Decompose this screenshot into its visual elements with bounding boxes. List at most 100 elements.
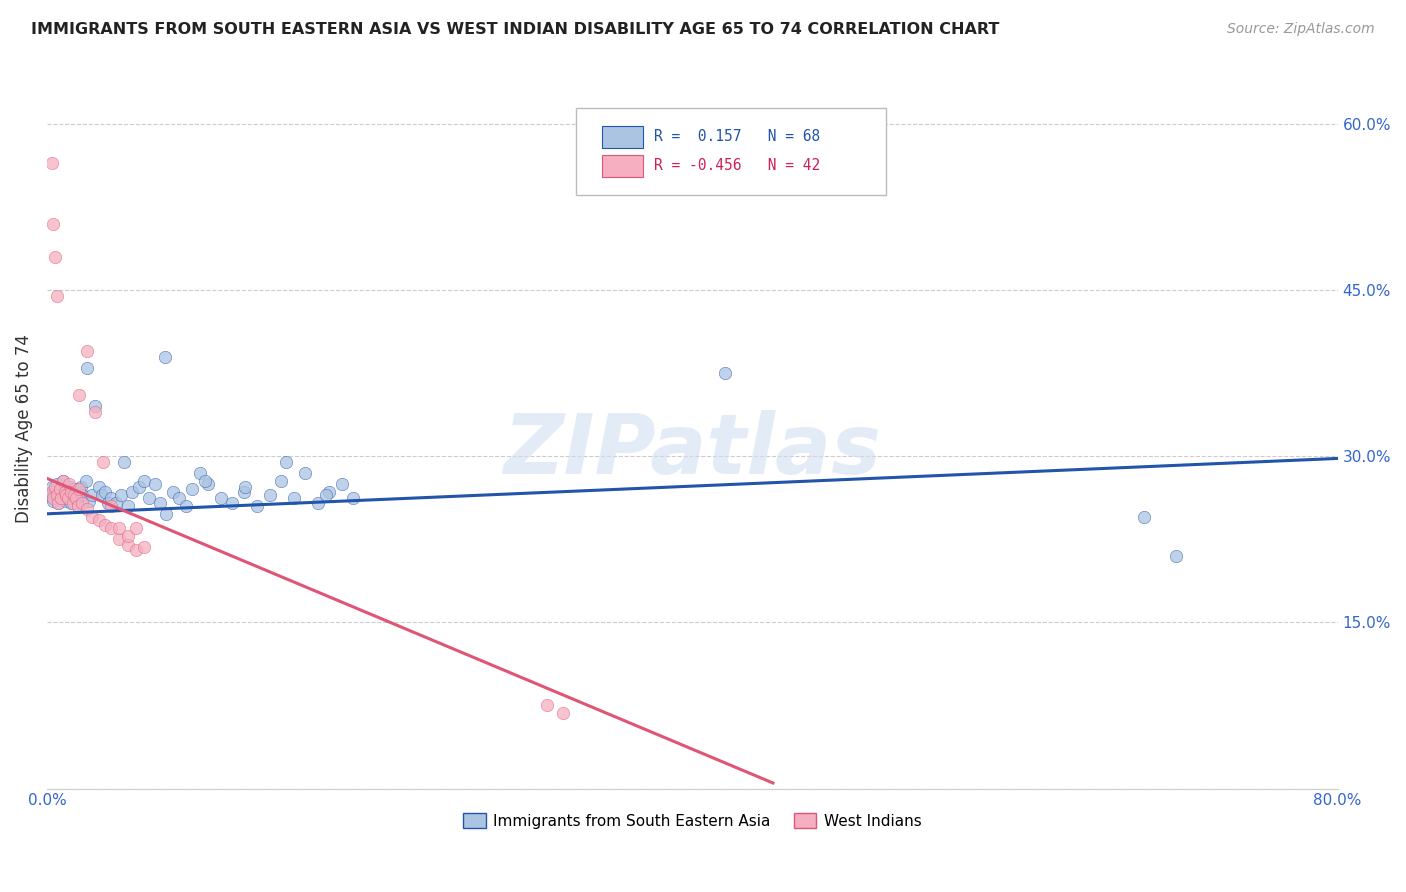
Point xyxy=(97,496,120,510)
Point xyxy=(62,488,84,502)
Point xyxy=(76,343,98,358)
Point xyxy=(1166,549,1188,563)
Point xyxy=(174,499,197,513)
Point xyxy=(80,488,103,502)
Point xyxy=(181,483,204,497)
Point xyxy=(259,488,281,502)
Point xyxy=(52,474,75,488)
Point xyxy=(41,480,63,494)
Point xyxy=(51,491,73,506)
Point xyxy=(93,455,115,469)
Point xyxy=(149,496,172,510)
Point xyxy=(49,483,72,497)
Point xyxy=(66,499,89,513)
Point xyxy=(65,491,87,506)
Point xyxy=(274,455,297,469)
Point xyxy=(63,483,86,497)
Point xyxy=(42,217,65,231)
Point xyxy=(45,488,67,502)
Point xyxy=(39,488,62,502)
Legend: Immigrants from South Eastern Asia, West Indians: Immigrants from South Eastern Asia, West… xyxy=(457,806,928,835)
Point xyxy=(233,480,256,494)
Point xyxy=(155,507,177,521)
Point xyxy=(143,476,166,491)
Point xyxy=(94,517,117,532)
Point xyxy=(58,476,80,491)
Point xyxy=(72,496,94,510)
Point xyxy=(132,474,155,488)
Point xyxy=(318,484,340,499)
Text: ZIPatlas: ZIPatlas xyxy=(503,409,882,491)
Point xyxy=(124,521,146,535)
Point xyxy=(44,250,66,264)
Point xyxy=(66,499,89,513)
Point xyxy=(232,484,254,499)
Point xyxy=(108,533,131,547)
Point xyxy=(56,491,79,506)
Point xyxy=(65,491,87,506)
Point xyxy=(55,488,77,502)
Point xyxy=(90,488,112,502)
Point xyxy=(67,388,90,402)
Y-axis label: Disability Age 65 to 74: Disability Age 65 to 74 xyxy=(15,334,32,523)
Point xyxy=(41,155,63,169)
Point xyxy=(77,493,100,508)
Point xyxy=(60,496,83,510)
Point xyxy=(42,491,65,506)
Point xyxy=(713,366,735,380)
Point xyxy=(330,476,353,491)
Point xyxy=(162,484,184,499)
Point xyxy=(58,480,80,494)
Point xyxy=(1133,510,1156,524)
Point xyxy=(342,491,364,506)
Point xyxy=(80,510,103,524)
Point xyxy=(124,543,146,558)
Point xyxy=(108,521,131,535)
Point xyxy=(315,488,337,502)
Point xyxy=(105,496,128,510)
Point xyxy=(294,466,316,480)
Point xyxy=(167,491,190,506)
Point xyxy=(270,474,292,488)
Point xyxy=(76,360,98,375)
Point xyxy=(46,496,69,510)
Point xyxy=(100,491,122,506)
Point xyxy=(55,493,77,508)
Point xyxy=(63,488,86,502)
FancyBboxPatch shape xyxy=(602,126,643,148)
Point xyxy=(51,491,73,506)
Point xyxy=(117,529,139,543)
Point xyxy=(553,706,575,721)
Point xyxy=(45,288,67,302)
Point xyxy=(112,455,135,469)
Point xyxy=(307,496,329,510)
Point xyxy=(283,491,305,506)
Text: R =  0.157   N = 68: R = 0.157 N = 68 xyxy=(654,129,820,145)
Point xyxy=(45,476,67,491)
Point xyxy=(53,488,76,502)
Point xyxy=(194,474,217,488)
Point xyxy=(53,484,76,499)
Point xyxy=(56,484,79,499)
Text: IMMIGRANTS FROM SOUTH EASTERN ASIA VS WEST INDIAN DISABILITY AGE 65 TO 74 CORREL: IMMIGRANTS FROM SOUTH EASTERN ASIA VS WE… xyxy=(31,22,1000,37)
Point xyxy=(221,496,243,510)
Point xyxy=(110,488,132,502)
Point xyxy=(44,480,66,494)
Point xyxy=(49,483,72,497)
Point xyxy=(536,698,558,713)
Point xyxy=(46,496,69,510)
Point xyxy=(117,499,139,513)
Point xyxy=(246,499,269,513)
Point xyxy=(42,493,65,508)
FancyBboxPatch shape xyxy=(602,155,643,177)
Point xyxy=(132,540,155,554)
Point xyxy=(94,484,117,499)
Point xyxy=(84,400,107,414)
Point xyxy=(44,484,66,499)
Point xyxy=(188,466,211,480)
Point xyxy=(41,484,63,499)
Point xyxy=(197,476,219,491)
FancyBboxPatch shape xyxy=(576,108,886,194)
Text: R = -0.456   N = 42: R = -0.456 N = 42 xyxy=(654,158,820,173)
Point xyxy=(62,496,84,510)
